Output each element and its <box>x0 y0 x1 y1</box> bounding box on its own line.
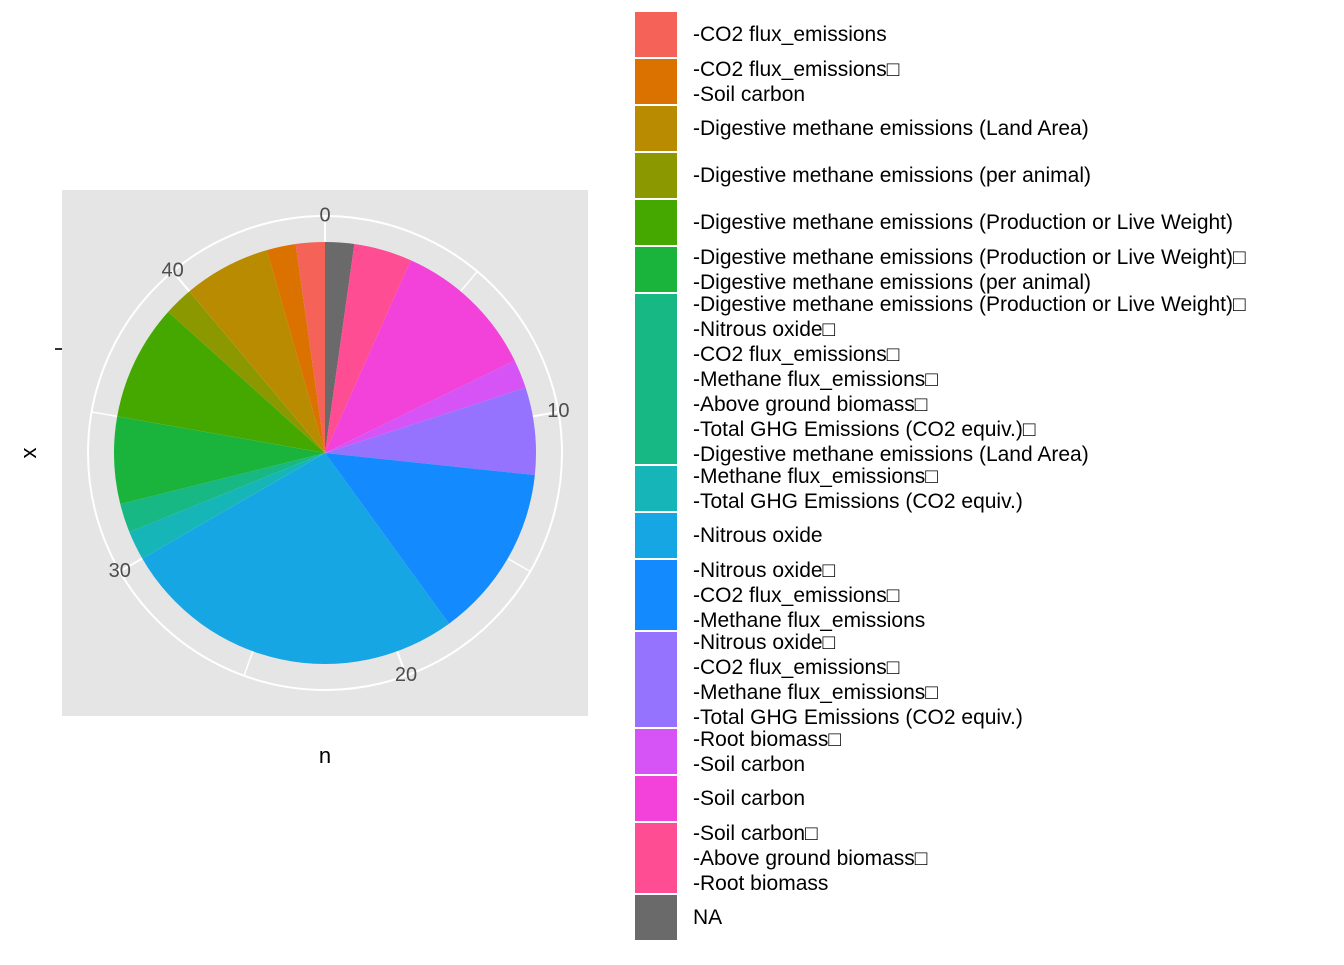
theta-tick-label: 30 <box>109 560 131 582</box>
legend-label: -Soil carbon□ -Above ground biomass□ -Ro… <box>693 821 928 895</box>
legend-label: -Nitrous oxide <box>693 524 823 547</box>
legend-key <box>635 153 677 198</box>
pie-slice <box>325 244 411 453</box>
theta-tick-label: 20 <box>395 664 417 686</box>
pie-slice <box>168 291 325 453</box>
legend-key <box>635 895 677 940</box>
legend-label: -Methane flux_emissions□ -Total GHG Emis… <box>693 464 1023 513</box>
pie-slice <box>325 453 535 624</box>
legend-key <box>635 632 677 727</box>
pie-slice <box>266 244 325 453</box>
legend-label: -Nitrous oxide□ -CO2 flux_emissions□ -Me… <box>693 558 926 632</box>
pie-slice <box>325 387 537 476</box>
legend-key <box>635 247 677 292</box>
legend-key <box>635 776 677 821</box>
legend-label: -Root biomass□ -Soil carbon <box>693 727 842 776</box>
pie-slice <box>325 242 355 453</box>
legend-key <box>635 106 677 151</box>
pie-slice <box>325 360 526 453</box>
pie-slice <box>120 453 325 533</box>
legend-label: -Nitrous oxide□ -CO2 flux_emissions□ -Me… <box>693 630 1023 729</box>
pie-slice <box>129 453 325 559</box>
legend-label: -Digestive methane emissions (Production… <box>693 292 1246 466</box>
pie-slice <box>114 416 326 505</box>
legend-key <box>635 12 677 57</box>
pie-slice <box>117 311 325 453</box>
legend-label: -Digestive methane emissions (Production… <box>693 245 1246 294</box>
pie-slice <box>325 260 515 453</box>
legend-label: -Digestive methane emissions (Production… <box>693 211 1234 234</box>
legend-key <box>635 560 677 630</box>
legend-label: -Digestive methane emissions (Land Area) <box>693 117 1089 140</box>
legend-key <box>635 294 677 464</box>
y-axis-title: x <box>16 448 41 459</box>
x-axis-title: n <box>319 743 331 768</box>
legend-key <box>635 59 677 104</box>
legend-key <box>635 823 677 893</box>
theta-tick-label: 0 <box>319 204 330 226</box>
legend-label: NA <box>693 906 723 929</box>
legend-label: -CO2 flux_emissions□ -Soil carbon <box>693 57 900 106</box>
theta-tick-label: 10 <box>547 400 569 422</box>
legend-key <box>635 200 677 245</box>
pie-slice <box>189 250 325 453</box>
legend-key <box>635 466 677 511</box>
theta-tick-label: 40 <box>162 260 184 282</box>
legend-label: -CO2 flux_emissions <box>693 23 887 46</box>
legend-key <box>635 729 677 774</box>
legend-key <box>635 513 677 558</box>
legend-label: -Digestive methane emissions (per animal… <box>693 164 1091 187</box>
pie-slice <box>142 453 450 664</box>
pie-slice <box>295 242 325 453</box>
legend-label: -Soil carbon <box>693 787 806 810</box>
